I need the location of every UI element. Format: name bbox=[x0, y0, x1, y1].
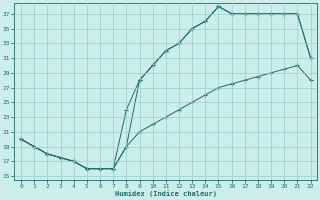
X-axis label: Humidex (Indice chaleur): Humidex (Indice chaleur) bbox=[115, 190, 217, 197]
